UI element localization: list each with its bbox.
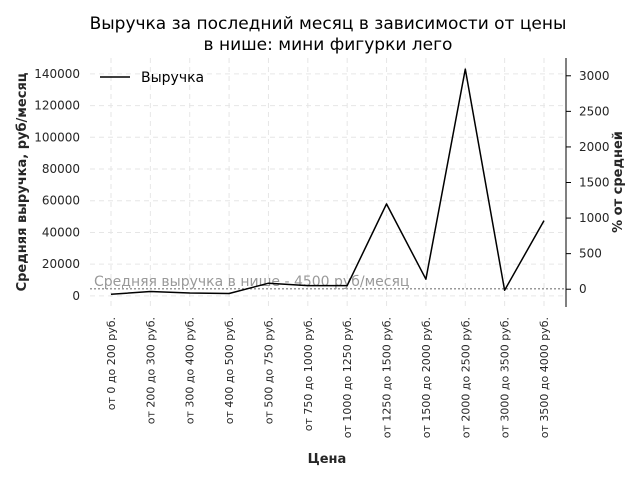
chart-title-line-1: Выручка за последний месяц в зависимости… [90, 14, 567, 34]
y-tick-left-5: 100000 [34, 130, 80, 144]
x-tick-6: от 1000 до 1250 руб. [341, 317, 354, 438]
y-tick-right-1: 500 [579, 247, 602, 261]
grid [90, 58, 565, 307]
x-tick-5: от 750 до 1000 руб. [302, 317, 315, 431]
y-tick-left-4: 80000 [42, 162, 80, 176]
x-tick-9: от 2000 до 2500 руб. [459, 317, 472, 438]
x-tick-3: от 400 до 500 руб. [223, 317, 236, 424]
x-tick-8: от 1500 до 2000 руб. [420, 317, 433, 438]
y-tick-right-4: 2000 [579, 140, 610, 154]
series-layer [110, 68, 545, 296]
y-axis-label-left: Средняя выручка, руб/месяц [15, 72, 30, 291]
x-tick-4: от 500 до 750 руб. [262, 317, 275, 424]
y-axis-right-ticks: 0 500 1000 1500 2000 2500 3000 [566, 69, 610, 296]
y-axis-label-right: % от средней [611, 131, 626, 233]
x-tick-11: от 3500 до 4000 руб. [538, 317, 551, 438]
y-tick-right-0: 0 [579, 282, 587, 296]
legend-label-revenue: Выручка [141, 70, 204, 86]
y-tick-left-0: 0 [72, 289, 80, 303]
y-tick-right-5: 2500 [579, 104, 610, 118]
legend: Выручка [100, 70, 204, 86]
y-tick-right-6: 3000 [579, 69, 610, 83]
y-tick-left-6: 120000 [34, 99, 80, 113]
y-tick-left-2: 40000 [42, 225, 80, 239]
y-tick-right-2: 1000 [579, 211, 610, 225]
y-tick-left-3: 60000 [42, 194, 80, 208]
x-axis-label: Цена [308, 452, 347, 467]
x-tick-7: от 1250 до 1500 руб. [381, 317, 394, 438]
y-tick-left-1: 20000 [42, 257, 80, 271]
x-tick-10: от 3000 до 3500 руб. [499, 317, 512, 438]
y-axis-left-ticks: 0 20000 40000 60000 80000 100000 120000 140000 [34, 67, 80, 303]
x-tick-2: от 300 до 400 руб. [184, 317, 197, 424]
chart-title-line-2: в нише: мини фигурки лего [204, 35, 453, 55]
x-tick-1: от 200 до 300 руб. [144, 317, 157, 424]
y-tick-left-7: 140000 [34, 67, 80, 81]
y-tick-right-3: 1500 [579, 176, 610, 190]
x-axis-ticks: от 0 до 200 руб. от 200 до 300 руб. от 300… [105, 317, 551, 438]
series-line-0 [110, 68, 545, 296]
average-line-group: Средняя выручка в нише - 4500 руб/месяц [90, 274, 565, 290]
x-tick-0: от 0 до 200 руб. [105, 317, 118, 410]
